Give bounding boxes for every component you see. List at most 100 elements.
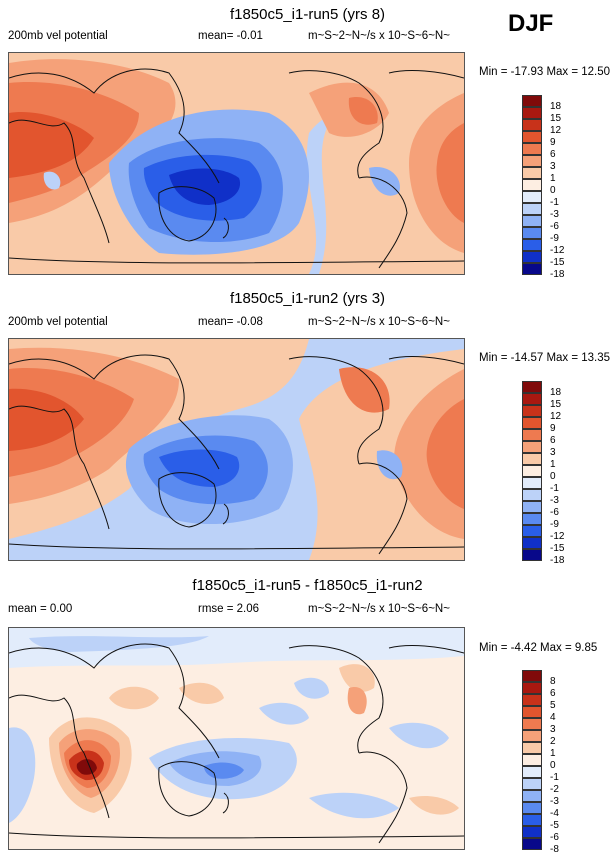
legend-1-swatch xyxy=(522,251,542,263)
legend-1-swatch xyxy=(522,131,542,143)
panel-1-variable: 200mb vel potential xyxy=(8,30,108,42)
legend-1-label: 9 xyxy=(550,137,556,148)
legend-2-swatch xyxy=(522,477,542,489)
legend-3-label: 0 xyxy=(550,760,556,771)
legend-3-label: 6 xyxy=(550,688,556,699)
legend-3-swatch xyxy=(522,670,542,682)
legend-2-swatch xyxy=(522,429,542,441)
legend-2-label: 12 xyxy=(550,411,562,422)
legend-3-swatch xyxy=(522,826,542,838)
legend-1-label: 12 xyxy=(550,125,562,136)
panel-3-mean: mean = 0.00 xyxy=(8,603,73,615)
legend-3-swatch xyxy=(522,766,542,778)
legend-2-swatch xyxy=(522,453,542,465)
legend-3-label: -6 xyxy=(550,832,559,843)
legend-3-swatch xyxy=(522,694,542,706)
legend-2-swatch xyxy=(522,393,542,405)
legend-2-label: 9 xyxy=(550,423,556,434)
legend-2-label: -15 xyxy=(550,543,565,554)
panel-3-coastlines xyxy=(9,643,464,844)
panel-3-field xyxy=(9,628,464,823)
legend-3-label: -8 xyxy=(550,844,559,855)
legend-1-label: 15 xyxy=(550,113,562,124)
legend-3-swatch xyxy=(522,706,542,718)
legend-3-swatch xyxy=(522,778,542,790)
legend-2-label: 3 xyxy=(550,447,556,458)
legend-2-swatch xyxy=(522,501,542,513)
legend-2-swatch xyxy=(522,549,542,561)
legend-3-swatch xyxy=(522,802,542,814)
legend-2-swatch xyxy=(522,525,542,537)
panel-2-title: f1850c5_i1-run2 (yrs 3) xyxy=(229,290,386,307)
legend-1-label: -15 xyxy=(550,257,565,268)
legend-1-swatch xyxy=(522,95,542,107)
panel-3-minmax: Min = -4.42 Max = 9.85 xyxy=(479,642,598,654)
legend-1-label: -6 xyxy=(550,221,559,232)
legend-2-swatch xyxy=(522,405,542,417)
panel-3-title: f1850c5_i1-run5 - f1850c5_i1-run2 xyxy=(192,577,423,594)
panel-2-variable: 200mb vel potential xyxy=(8,316,108,328)
legend-2-swatch xyxy=(522,489,542,501)
legend-1-swatch xyxy=(522,203,542,215)
legend-1-swatch xyxy=(522,155,542,167)
legend-2-label: 15 xyxy=(550,399,562,410)
legend-3-swatch xyxy=(522,814,542,826)
legend-1-swatch xyxy=(522,191,542,203)
legend-1-swatch xyxy=(522,143,542,155)
legend-3-label: 2 xyxy=(550,736,556,747)
legend-2-label: 0 xyxy=(550,471,556,482)
legend-2-swatch xyxy=(522,537,542,549)
legend-2-label: -18 xyxy=(550,555,565,566)
legend-3-swatch xyxy=(522,730,542,742)
panel-3-rmse: rmse = 2.06 xyxy=(198,603,260,615)
panel-1-title: f1850c5_i1-run5 (yrs 8) xyxy=(229,6,386,23)
panel-2-coastlines xyxy=(9,354,464,555)
legend-3-label: 8 xyxy=(550,676,556,687)
legend-1-label: 6 xyxy=(550,149,556,160)
legend-2-label: -6 xyxy=(550,507,559,518)
legend-2-label: -1 xyxy=(550,483,559,494)
legend-3-swatch xyxy=(522,682,542,694)
legend-2-label: -12 xyxy=(550,531,565,542)
panel-2-map xyxy=(8,338,465,561)
legend-2-swatch xyxy=(522,465,542,477)
legend-3-label: -3 xyxy=(550,796,559,807)
legend-1-label: 0 xyxy=(550,185,556,196)
legend-2-label: -3 xyxy=(550,495,559,506)
legend-1-label: -1 xyxy=(550,197,559,208)
panel-2-units: m~S~2~N~/s x 10~S~6~N~ xyxy=(308,316,450,328)
legend-3-swatch xyxy=(522,718,542,730)
legend-1-swatch xyxy=(522,227,542,239)
legend-1-swatch xyxy=(522,239,542,251)
legend-3-swatch xyxy=(522,838,542,850)
panel-1-mean: mean= -0.01 xyxy=(198,30,263,42)
panel-1-field xyxy=(9,53,464,274)
legend-1-swatch xyxy=(522,119,542,131)
legend-3-swatch xyxy=(522,754,542,766)
legend-1-label: -9 xyxy=(550,233,559,244)
legend-2-swatch xyxy=(522,381,542,393)
panel-2-mean: mean= -0.08 xyxy=(198,316,263,328)
legend-2-label: 18 xyxy=(550,387,562,398)
legend-3-label: 4 xyxy=(550,712,556,723)
legend-1-label: -18 xyxy=(550,269,565,280)
legend-1-label: -3 xyxy=(550,209,559,220)
legend-3-label: -4 xyxy=(550,808,559,819)
legend-2-swatch xyxy=(522,441,542,453)
season-label: DJF xyxy=(508,10,554,37)
legend-3-label: -1 xyxy=(550,772,559,783)
panel-1-units: m~S~2~N~/s x 10~S~6~N~ xyxy=(308,30,450,42)
panel-2-minmax: Min = -14.57 Max = 13.35 xyxy=(479,352,611,364)
legend-3-swatch xyxy=(522,742,542,754)
legend-2-label: 1 xyxy=(550,459,556,470)
legend-1-label: 3 xyxy=(550,161,556,172)
legend-3-label: 3 xyxy=(550,724,556,735)
panel-1-coastlines xyxy=(9,68,464,269)
legend-1-swatch xyxy=(522,263,542,275)
legend-1-swatch xyxy=(522,215,542,227)
panel-1-map xyxy=(8,52,465,275)
legend-3-label: -2 xyxy=(550,784,559,795)
legend-3-swatch xyxy=(522,790,542,802)
legend-1-label: 1 xyxy=(550,173,556,184)
legend-3-label: 5 xyxy=(550,700,556,711)
